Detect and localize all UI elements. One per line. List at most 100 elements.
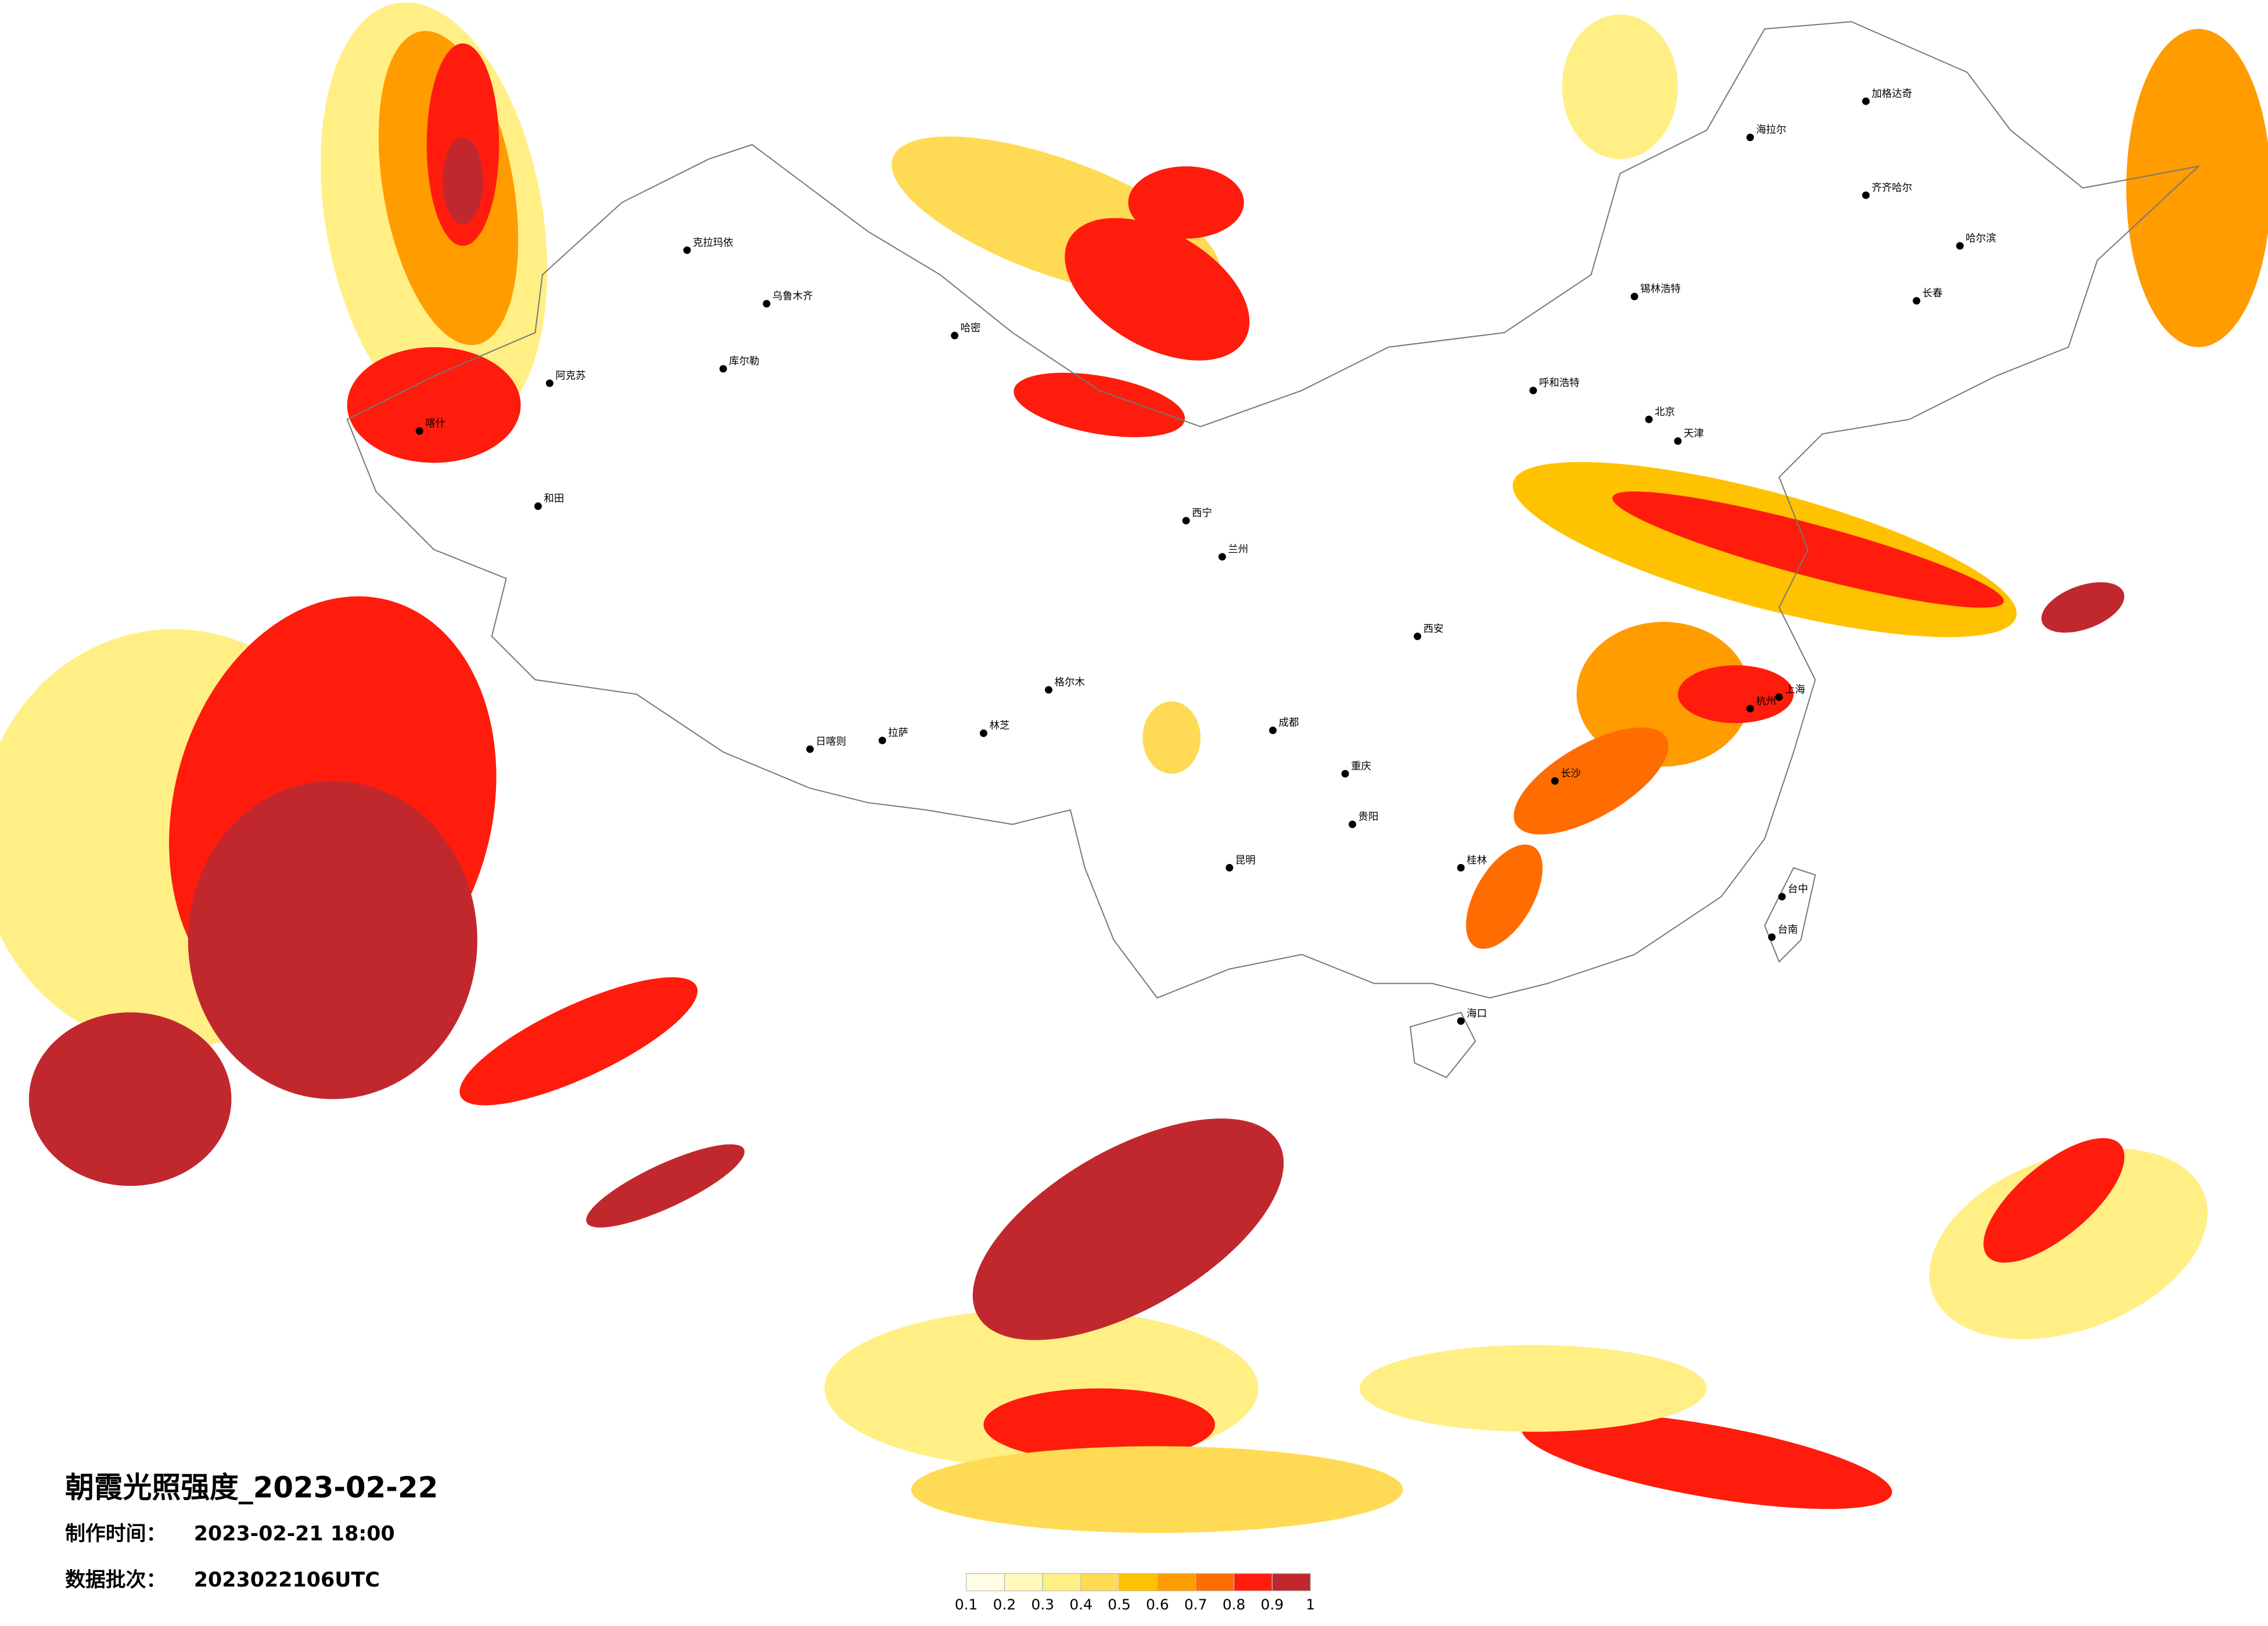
legend-swatch <box>1157 1573 1196 1592</box>
city-label: 林芝 <box>989 720 1009 732</box>
city-label: 锡林浩特 <box>1640 283 1681 295</box>
city-label: 西宁 <box>1192 508 1212 519</box>
legend-tick-label: 0.7 <box>1184 1596 1207 1613</box>
city-dot <box>1778 893 1786 901</box>
city-label: 库尔勒 <box>729 356 759 368</box>
heat-patch <box>443 137 483 225</box>
heat-patch <box>1142 701 1201 774</box>
city-label: 长沙 <box>1561 768 1581 779</box>
city-dot <box>878 736 886 744</box>
city-label: 拉萨 <box>888 728 908 739</box>
city-dot <box>1349 821 1357 829</box>
heat-patch <box>1466 844 1543 949</box>
city-dot <box>1775 693 1783 701</box>
city-label: 哈密 <box>961 322 981 334</box>
city-dot <box>1630 293 1638 301</box>
city-label: 海口 <box>1467 1008 1487 1020</box>
map-title: 朝霞光照强度_2023-02-22 <box>65 1471 438 1505</box>
city-label: 喀什 <box>425 418 445 430</box>
legend-swatch <box>965 1573 1005 1592</box>
batch-label: 数据批次： <box>65 1569 166 1592</box>
legend-swatch <box>1271 1573 1311 1592</box>
city-dot <box>1551 777 1559 785</box>
heat-patch <box>972 1118 1284 1340</box>
city-dot <box>980 729 987 738</box>
city-dot <box>534 502 542 510</box>
city-dot <box>951 332 959 340</box>
city-dot <box>1768 933 1776 941</box>
legend-swatch <box>1119 1573 1158 1592</box>
city-label: 上海 <box>1785 684 1805 696</box>
city-dot <box>683 246 691 254</box>
heat-patch <box>459 977 698 1106</box>
city-label: 西安 <box>1424 623 1444 635</box>
city-label: 台中 <box>1788 884 1808 895</box>
legend-swatch <box>1004 1573 1043 1592</box>
legend-tick-label: 0.4 <box>1069 1596 1092 1613</box>
taiwan-outline <box>1764 867 1816 963</box>
city-dot <box>1414 632 1422 641</box>
legend-swatch <box>1080 1573 1120 1592</box>
heat-patch <box>28 1012 232 1186</box>
city-label: 和田 <box>544 493 564 505</box>
heat-layer <box>0 2 2268 1533</box>
city-dot <box>1746 134 1754 142</box>
city-dot <box>1225 864 1234 872</box>
city-label: 克拉玛依 <box>693 237 734 249</box>
city-label: 海拉尔 <box>1756 124 1786 136</box>
city-dot <box>1269 726 1277 735</box>
city-label: 兰州 <box>1228 544 1248 555</box>
made-time: 2023-02-21 18:00 <box>194 1522 395 1545</box>
city-dot <box>763 300 771 308</box>
heat-patch <box>1065 218 1250 361</box>
city-dot <box>545 379 553 387</box>
legend-tick-label: 0.5 <box>1108 1596 1131 1613</box>
city-label: 日喀则 <box>816 736 846 748</box>
heat-patch <box>1128 166 1244 239</box>
legend: 0.1 0.2 0.3 0.4 0.5 0.6 0.7 0.8 0.9 1 <box>955 1573 1315 1613</box>
city-dot <box>1746 704 1754 713</box>
city-label: 重庆 <box>1351 761 1371 772</box>
legend-tick-label: 1 <box>1306 1596 1315 1613</box>
legend-swatch <box>1042 1573 1081 1592</box>
legend-tick-label: 0.6 <box>1146 1596 1169 1613</box>
city-label: 贵阳 <box>1358 811 1379 823</box>
heat-patch <box>1013 372 1185 437</box>
legend-tick-label: 0.9 <box>1261 1596 1284 1613</box>
heat-patch <box>1360 1345 1707 1432</box>
heat-patch <box>1562 14 1678 159</box>
heat-patch <box>1929 1148 2208 1340</box>
city-label: 杭州 <box>1756 696 1776 707</box>
city-label: 格尔木 <box>1055 677 1085 688</box>
heat-patch <box>1514 727 1669 834</box>
city-dot <box>1956 242 1964 250</box>
hainan-outline <box>1410 1012 1476 1078</box>
city-label: 加格达奇 <box>1872 88 1913 100</box>
heat-patch <box>2041 582 2125 633</box>
city-label: 成都 <box>1279 717 1299 729</box>
city-dot <box>1218 553 1226 561</box>
city-label: 台南 <box>1778 924 1798 936</box>
city-dot <box>1862 97 1870 105</box>
city-dot <box>415 427 423 435</box>
city-dot <box>1529 386 1537 394</box>
city-dot <box>1645 415 1653 423</box>
city-label: 哈尔滨 <box>1965 233 1996 244</box>
city-label: 阿克苏 <box>555 370 585 382</box>
legend-tick-label: 0.8 <box>1223 1596 1246 1613</box>
city-dot <box>1862 191 1870 199</box>
city-label: 乌鲁木齐 <box>772 291 813 303</box>
heat-patch <box>188 780 477 1099</box>
heat-patch <box>586 1144 745 1228</box>
legend-tick-label: 0.3 <box>1031 1596 1055 1613</box>
heat-patch <box>2126 28 2268 347</box>
city-label: 昆明 <box>1235 855 1256 866</box>
city-label: 呼和浩特 <box>1539 377 1580 389</box>
legend-swatch <box>1233 1573 1273 1592</box>
city-label: 天津 <box>1684 428 1704 440</box>
city-dot <box>1674 437 1682 445</box>
heat-patch <box>983 1388 1215 1461</box>
city-dot <box>1182 517 1190 525</box>
